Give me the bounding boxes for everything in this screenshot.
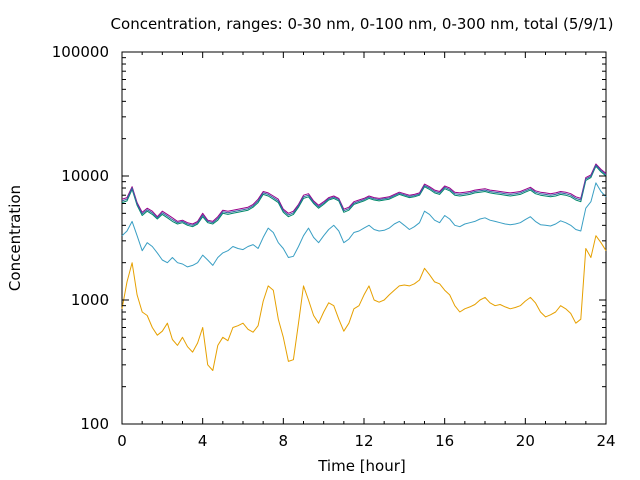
plot-area <box>121 51 607 425</box>
y-axis-label: Concentration <box>6 185 24 291</box>
series-line-5 <box>121 164 607 226</box>
x-tick-label: 20 <box>516 432 535 450</box>
x-axis-label: Time [hour] <box>317 457 406 475</box>
x-tick-label: 12 <box>354 432 373 450</box>
x-tick-label: 8 <box>279 432 289 450</box>
x-tick-label: 16 <box>435 432 454 450</box>
plot-border <box>121 51 607 425</box>
series-line-3 <box>121 165 607 228</box>
x-tick-label: 0 <box>117 432 127 450</box>
x-tick-label: 24 <box>596 432 615 450</box>
series-line-4 <box>121 163 607 225</box>
y-tick-label: 1000 <box>71 291 109 309</box>
y-tick-label: 100 <box>80 415 109 433</box>
chart-title: Concentration, ranges: 0-30 nm, 0-100 nm… <box>111 15 614 33</box>
axis-ticks: 0 4 8 12 16 20 24 100 1000 10000 100000 <box>52 43 616 450</box>
series-layer <box>121 163 607 371</box>
y-tick-label: 100000 <box>52 43 109 61</box>
y-tick-label: 10000 <box>61 167 109 185</box>
x-tick-label: 4 <box>198 432 208 450</box>
series-line-1 <box>121 235 607 371</box>
series-line-2 <box>121 182 607 268</box>
